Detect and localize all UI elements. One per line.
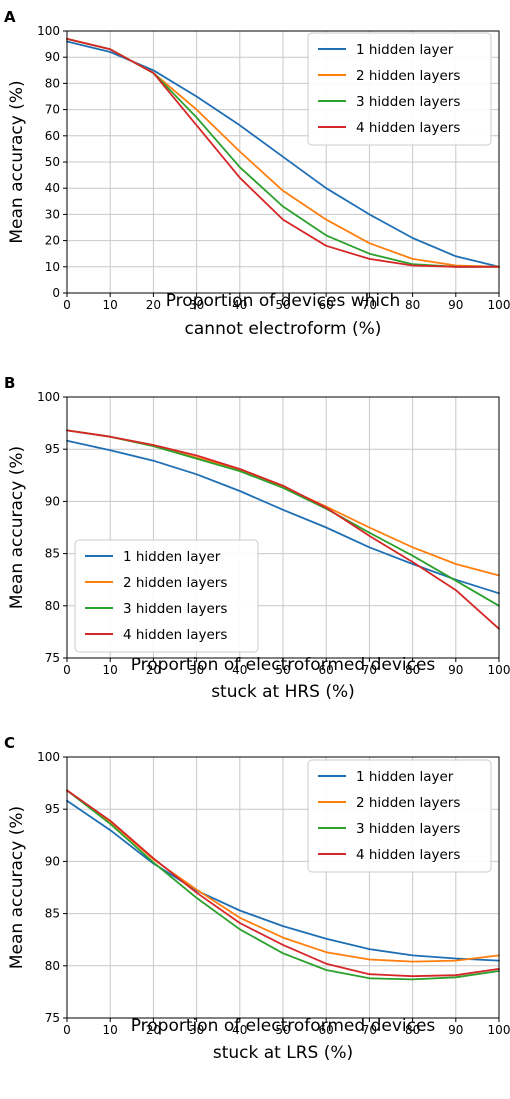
legend-box — [74, 539, 259, 653]
y-tick-label: 75 — [45, 651, 60, 665]
x-tick-label: 90 — [448, 1023, 463, 1037]
x-tick-label: 30 — [189, 1023, 204, 1037]
y-tick-label: 50 — [45, 155, 60, 169]
y-tick-label: 10 — [45, 260, 60, 274]
legend-label: 1 hidden layer — [356, 769, 454, 785]
x-tick-label: 80 — [405, 1023, 420, 1037]
x-tick-label: 80 — [405, 663, 420, 677]
y-tick-label: 80 — [45, 959, 60, 973]
x-tick-label: 40 — [232, 298, 247, 312]
panel-letter: A — [4, 8, 16, 26]
x-axis-label: stuck at HRS (%) — [211, 682, 355, 702]
x-tick-label: 10 — [103, 298, 118, 312]
x-tick-label: 10 — [103, 1023, 118, 1037]
x-axis-label: Proportion of electroformed devices — [131, 1016, 436, 1036]
y-tick-label: 40 — [45, 181, 60, 195]
series-line-4 — [66, 429, 500, 630]
legend-label: 1 hidden layer — [356, 42, 454, 58]
x-tick-label: 80 — [405, 298, 420, 312]
x-tick-label: 100 — [488, 663, 510, 677]
y-tick-label: 100 — [37, 390, 60, 404]
series-line-3 — [66, 789, 500, 981]
x-tick-label: 40 — [232, 663, 247, 677]
legend-label: 3 hidden layers — [123, 601, 227, 617]
x-tick-label: 0 — [63, 1023, 71, 1037]
x-tick-label: 60 — [319, 663, 334, 677]
legend-label: 4 hidden layers — [356, 847, 460, 863]
legend: 1 hidden layer 2 hidden layers 3 hidden la… — [74, 539, 259, 653]
chart-panel-c: C 0 10 20 30 40 50 60 70 80 90 100 75 80 85 90 95 100 Prop… — [4, 734, 510, 1063]
x-tick-label: 10 — [103, 663, 118, 677]
x-axis-label: stuck at LRS (%) — [213, 1043, 353, 1063]
x-tick-label: 70 — [362, 1023, 377, 1037]
x-tick-label: 20 — [146, 1023, 161, 1037]
legend-label: 3 hidden layers — [356, 821, 460, 837]
y-tick-label: 80 — [45, 76, 60, 90]
panel-letter: C — [4, 734, 15, 752]
x-axis-label: Proportion of devices which — [166, 291, 401, 311]
y-axis-label: Mean accuracy (%) — [7, 806, 27, 969]
x-tick-label: 30 — [189, 663, 204, 677]
x-tick-label: 60 — [319, 1023, 334, 1037]
x-tick-label: 70 — [362, 298, 377, 312]
y-tick-label: 85 — [45, 547, 60, 561]
legend-label: 2 hidden layers — [356, 68, 460, 84]
legend: 1 hidden layer 2 hidden layers 3 hidden la… — [307, 759, 492, 873]
x-tick-label: 20 — [146, 663, 161, 677]
x-tick-label: 40 — [232, 1023, 247, 1037]
y-tick-label: 75 — [45, 1011, 60, 1025]
legend-label: 2 hidden layers — [123, 575, 227, 591]
x-tick-label: 0 — [63, 298, 71, 312]
y-tick-label: 20 — [45, 234, 60, 248]
x-tick-label: 90 — [448, 298, 463, 312]
x-tick-label: 30 — [189, 298, 204, 312]
x-axis-label: cannot electroform (%) — [185, 319, 382, 339]
y-tick-label: 95 — [45, 802, 60, 816]
y-tick-label: 100 — [37, 24, 60, 38]
series-line-4 — [66, 38, 500, 268]
series-line-1 — [66, 439, 500, 595]
y-tick-label: 85 — [45, 907, 60, 921]
y-axis-label: Mean accuracy (%) — [7, 80, 27, 243]
series-line-4 — [66, 789, 500, 978]
legend-label: 1 hidden layer — [123, 549, 221, 565]
legend-label: 2 hidden layers — [356, 795, 460, 811]
y-tick-label: 90 — [45, 494, 60, 508]
series-line-1 — [66, 799, 500, 962]
x-tick-label: 60 — [319, 298, 334, 312]
x-axis-label: Proportion of electroformed devices — [131, 655, 436, 675]
y-tick-label: 30 — [45, 207, 60, 221]
legend-box — [307, 759, 492, 873]
x-tick-label: 50 — [275, 298, 290, 312]
y-axis-label: Mean accuracy (%) — [7, 446, 27, 609]
x-tick-label: 20 — [146, 298, 161, 312]
legend: 1 hidden layer 2 hidden layers 3 hidden la… — [307, 32, 492, 146]
y-tick-label: 90 — [45, 50, 60, 64]
chart-panel-a: A 0 10 20 30 40 50 60 70 80 90 100 0 10 20 30 40 50 60 70 80… — [4, 8, 510, 339]
chart-panel-b: B 0 10 20 30 40 50 60 70 80 90 100 75 80 85 90 95 100 Prop… — [4, 374, 510, 702]
y-tick-label: 95 — [45, 442, 60, 456]
y-tick-label: 0 — [52, 286, 60, 300]
x-tick-label: 0 — [63, 663, 71, 677]
panel-letter: B — [4, 374, 15, 392]
x-tick-label: 100 — [488, 1023, 510, 1037]
legend-label: 4 hidden layers — [123, 627, 227, 643]
legend-label: 4 hidden layers — [356, 120, 460, 136]
x-tick-label: 50 — [275, 1023, 290, 1037]
y-tick-label: 80 — [45, 599, 60, 613]
x-tick-label: 70 — [362, 663, 377, 677]
legend-box — [307, 32, 492, 146]
x-tick-label: 100 — [488, 298, 510, 312]
y-tick-label: 90 — [45, 854, 60, 868]
y-tick-label: 100 — [37, 750, 60, 764]
legend-label: 3 hidden layers — [356, 94, 460, 110]
x-tick-label: 90 — [448, 663, 463, 677]
y-tick-label: 70 — [45, 103, 60, 117]
x-tick-label: 50 — [275, 663, 290, 677]
y-tick-label: 60 — [45, 129, 60, 143]
